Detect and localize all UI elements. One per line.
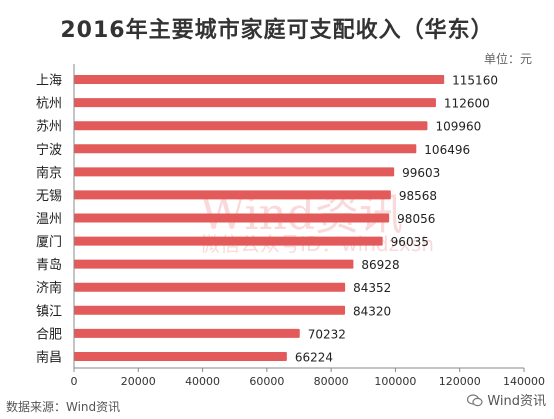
x-tick-label: 120000 bbox=[439, 375, 481, 388]
value-label: 98056 bbox=[397, 212, 435, 226]
value-label: 66224 bbox=[295, 350, 333, 364]
value-label: 99603 bbox=[402, 166, 440, 180]
bar bbox=[74, 351, 287, 361]
category-label: 南昌 bbox=[36, 349, 62, 365]
category-label: 南京 bbox=[36, 165, 62, 181]
value-label: 84352 bbox=[353, 281, 391, 295]
x-tick-label: 0 bbox=[71, 375, 78, 388]
bar bbox=[74, 144, 417, 154]
value-label: 106496 bbox=[424, 143, 470, 157]
bar bbox=[74, 121, 428, 131]
logo-text: Wind资讯 bbox=[487, 394, 546, 409]
category-label: 无锡 bbox=[36, 189, 62, 204]
wechat-icon bbox=[467, 394, 483, 407]
value-label: 112600 bbox=[444, 97, 490, 111]
category-label: 济南 bbox=[36, 280, 62, 296]
category-label: 合肥 bbox=[36, 327, 62, 342]
bar bbox=[74, 190, 391, 200]
x-tick-label: 60000 bbox=[249, 375, 284, 388]
value-label: 109960 bbox=[435, 120, 481, 134]
category-label: 青岛 bbox=[36, 257, 62, 273]
x-tick-label: 80000 bbox=[314, 375, 349, 388]
bar bbox=[74, 236, 383, 246]
value-label: 86928 bbox=[361, 258, 399, 272]
category-label: 宁波 bbox=[36, 142, 62, 158]
x-tick-label: 40000 bbox=[185, 375, 220, 388]
bar bbox=[74, 259, 354, 269]
bar bbox=[74, 305, 346, 315]
bar bbox=[74, 328, 300, 338]
category-label: 上海 bbox=[36, 74, 62, 89]
bar bbox=[74, 213, 390, 223]
wind-logo: Wind资讯 bbox=[467, 390, 546, 409]
value-label: 84320 bbox=[353, 304, 391, 318]
axis-layer: 上海 115160 杭州 112600 苏州 109960 宁波 106496 南京 99603 无… bbox=[36, 64, 545, 388]
category-label: 杭州 bbox=[36, 97, 62, 112]
category-label: 厦门 bbox=[36, 235, 62, 250]
bar bbox=[74, 75, 445, 85]
category-label: 温州 bbox=[36, 212, 62, 227]
bar bbox=[74, 282, 346, 292]
value-label: 96035 bbox=[391, 235, 429, 249]
chart-title: 2016年主要城市家庭可支配收入（华东） bbox=[60, 18, 494, 43]
unit-label: 单位：元 bbox=[483, 52, 532, 66]
value-label: 115160 bbox=[452, 74, 498, 88]
x-tick-label: 140000 bbox=[503, 375, 545, 388]
category-label: 镇江 bbox=[36, 304, 62, 319]
category-label: 苏州 bbox=[36, 119, 62, 135]
bars-layer bbox=[74, 75, 445, 361]
value-label: 70232 bbox=[308, 327, 346, 341]
source-label: 数据来源：Wind资讯 bbox=[6, 400, 121, 414]
x-tick-label: 100000 bbox=[374, 375, 416, 388]
bar bbox=[74, 167, 395, 177]
x-tick-label: 20000 bbox=[121, 375, 156, 388]
bar bbox=[74, 98, 436, 108]
value-label: 98568 bbox=[399, 189, 437, 203]
